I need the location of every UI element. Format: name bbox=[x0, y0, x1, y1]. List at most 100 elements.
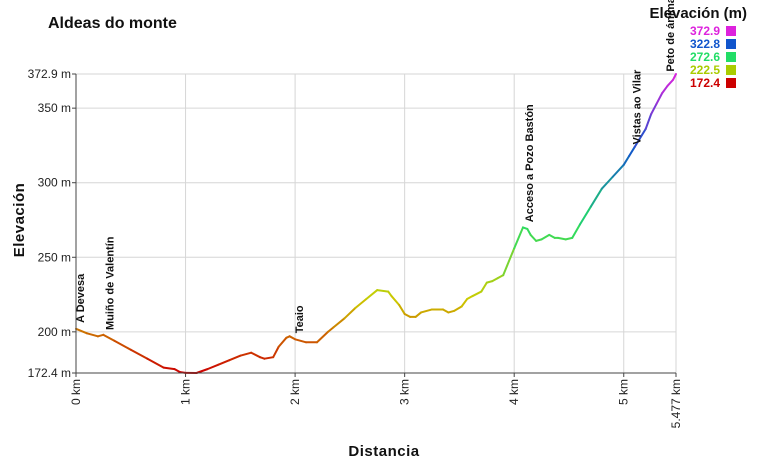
legend-swatch bbox=[726, 78, 736, 88]
profile-segment bbox=[228, 354, 242, 362]
profile-segment bbox=[548, 233, 556, 239]
y-axis-ticks: 172.4 m 200 m 250 m 300 m 350 m 372.9 m bbox=[28, 67, 76, 380]
poi-label: Peto de ánimas do Cruceiro de Bustelo bbox=[665, 0, 677, 72]
profile-segment bbox=[277, 336, 288, 348]
profile-segment bbox=[672, 73, 677, 81]
y-tick-label: 372.9 m bbox=[28, 67, 71, 81]
elevation-profile bbox=[75, 73, 677, 374]
x-tick-label: 1 km bbox=[179, 379, 193, 405]
profile-segment bbox=[403, 312, 412, 318]
y-tick-label: 300 m bbox=[38, 176, 71, 190]
profile-segment bbox=[85, 332, 99, 338]
profile-segment bbox=[571, 223, 581, 239]
legend-value: 172.4 bbox=[690, 76, 720, 90]
profile-segment bbox=[661, 84, 669, 95]
y-axis-title: Elevación bbox=[11, 183, 28, 258]
legend-swatch bbox=[726, 26, 736, 36]
y-tick-label: 350 m bbox=[38, 101, 71, 115]
profile-segment bbox=[332, 317, 346, 329]
x-axis-ticks: 0 km 1 km 2 km 3 km 4 km 5 km 5.477 km bbox=[69, 373, 683, 428]
profile-segment bbox=[513, 226, 524, 250]
profile-segment bbox=[390, 295, 401, 306]
profile-segment bbox=[557, 236, 567, 241]
poi-label: Acceso a Pozo Bastón bbox=[524, 104, 536, 222]
legend-value: 372.9 bbox=[690, 24, 720, 38]
profile-segment bbox=[666, 78, 675, 87]
x-tick-label: 4 km bbox=[507, 379, 521, 405]
profile-segment bbox=[460, 298, 469, 308]
profile-segment bbox=[600, 175, 614, 190]
profile-segment bbox=[398, 303, 406, 315]
profile-segment bbox=[644, 113, 653, 131]
profile-segment bbox=[441, 308, 450, 314]
profile-segment bbox=[217, 359, 231, 366]
profile-segment bbox=[496, 274, 505, 280]
profile-segment bbox=[102, 333, 116, 342]
poi-label: Muiño de Valentín bbox=[105, 236, 117, 330]
profile-segment bbox=[628, 145, 636, 157]
profile-segment bbox=[526, 227, 532, 236]
y-tick-label: 172.4 m bbox=[28, 366, 71, 380]
profile-segment bbox=[316, 330, 329, 344]
profile-segment bbox=[376, 289, 390, 293]
legend-value: 322.8 bbox=[690, 37, 720, 51]
profile-segment bbox=[239, 351, 253, 357]
profile-segment bbox=[294, 338, 308, 344]
profile-segment bbox=[288, 335, 297, 341]
x-tick-label: 2 km bbox=[288, 379, 302, 405]
profile-segment bbox=[146, 357, 165, 369]
y-tick-label: 250 m bbox=[38, 250, 71, 264]
profile-segment bbox=[414, 311, 423, 318]
profile-segment bbox=[162, 366, 176, 371]
x-tick-label: 3 km bbox=[398, 379, 412, 405]
profile-segment bbox=[633, 128, 647, 148]
profile-segment bbox=[589, 187, 603, 208]
profile-segment bbox=[195, 368, 209, 374]
profile-segment bbox=[564, 236, 574, 241]
profile-segment bbox=[343, 306, 357, 320]
profile-segment bbox=[173, 368, 182, 374]
profile-segment bbox=[452, 305, 463, 312]
profile-segment bbox=[529, 233, 538, 242]
x-tick-label: 5 km bbox=[617, 379, 631, 405]
poi-label: Vistas ao Vilar bbox=[632, 69, 644, 145]
chart-title: Aldeas do monte bbox=[48, 15, 177, 32]
profile-segment bbox=[206, 363, 220, 371]
profile-segment bbox=[540, 233, 551, 241]
profile-segment bbox=[365, 289, 379, 301]
profile-segment bbox=[578, 205, 592, 226]
x-tick-label: 5.477 km bbox=[669, 379, 683, 428]
poi-label: Teaio bbox=[294, 305, 306, 333]
y-tick-label: 200 m bbox=[38, 325, 71, 339]
poi-annotations: A Devesa Muiño de Valentín Teaio Acceso a P… bbox=[75, 0, 677, 333]
profile-segment bbox=[650, 102, 658, 116]
profile-segment bbox=[129, 348, 149, 360]
legend-swatch bbox=[726, 65, 736, 75]
profile-segment bbox=[75, 327, 88, 335]
profile-segment bbox=[420, 308, 434, 314]
grid bbox=[75, 73, 677, 374]
profile-segment bbox=[480, 281, 488, 293]
x-tick-label: 0 km bbox=[69, 379, 83, 405]
profile-segment bbox=[471, 290, 483, 298]
profile-segment bbox=[622, 154, 631, 166]
x-axis-title: Distancia bbox=[348, 443, 419, 460]
profile-segment bbox=[113, 339, 132, 351]
profile-segment bbox=[354, 298, 368, 309]
poi-label: A Devesa bbox=[75, 273, 87, 323]
profile-segment bbox=[326, 326, 335, 333]
legend-value: 272.6 bbox=[690, 50, 720, 64]
profile-segment bbox=[502, 247, 516, 277]
profile-segment bbox=[466, 295, 474, 301]
profile-segment bbox=[272, 345, 280, 359]
legend-title: Elevación (m) bbox=[649, 5, 747, 22]
profile-segment bbox=[655, 92, 664, 105]
profile-segment bbox=[263, 356, 275, 360]
legend-swatch bbox=[726, 39, 736, 49]
legend-swatch bbox=[726, 52, 736, 62]
legend-value: 222.5 bbox=[690, 63, 720, 77]
profile-segment bbox=[611, 163, 625, 178]
profile-segment bbox=[250, 351, 262, 359]
